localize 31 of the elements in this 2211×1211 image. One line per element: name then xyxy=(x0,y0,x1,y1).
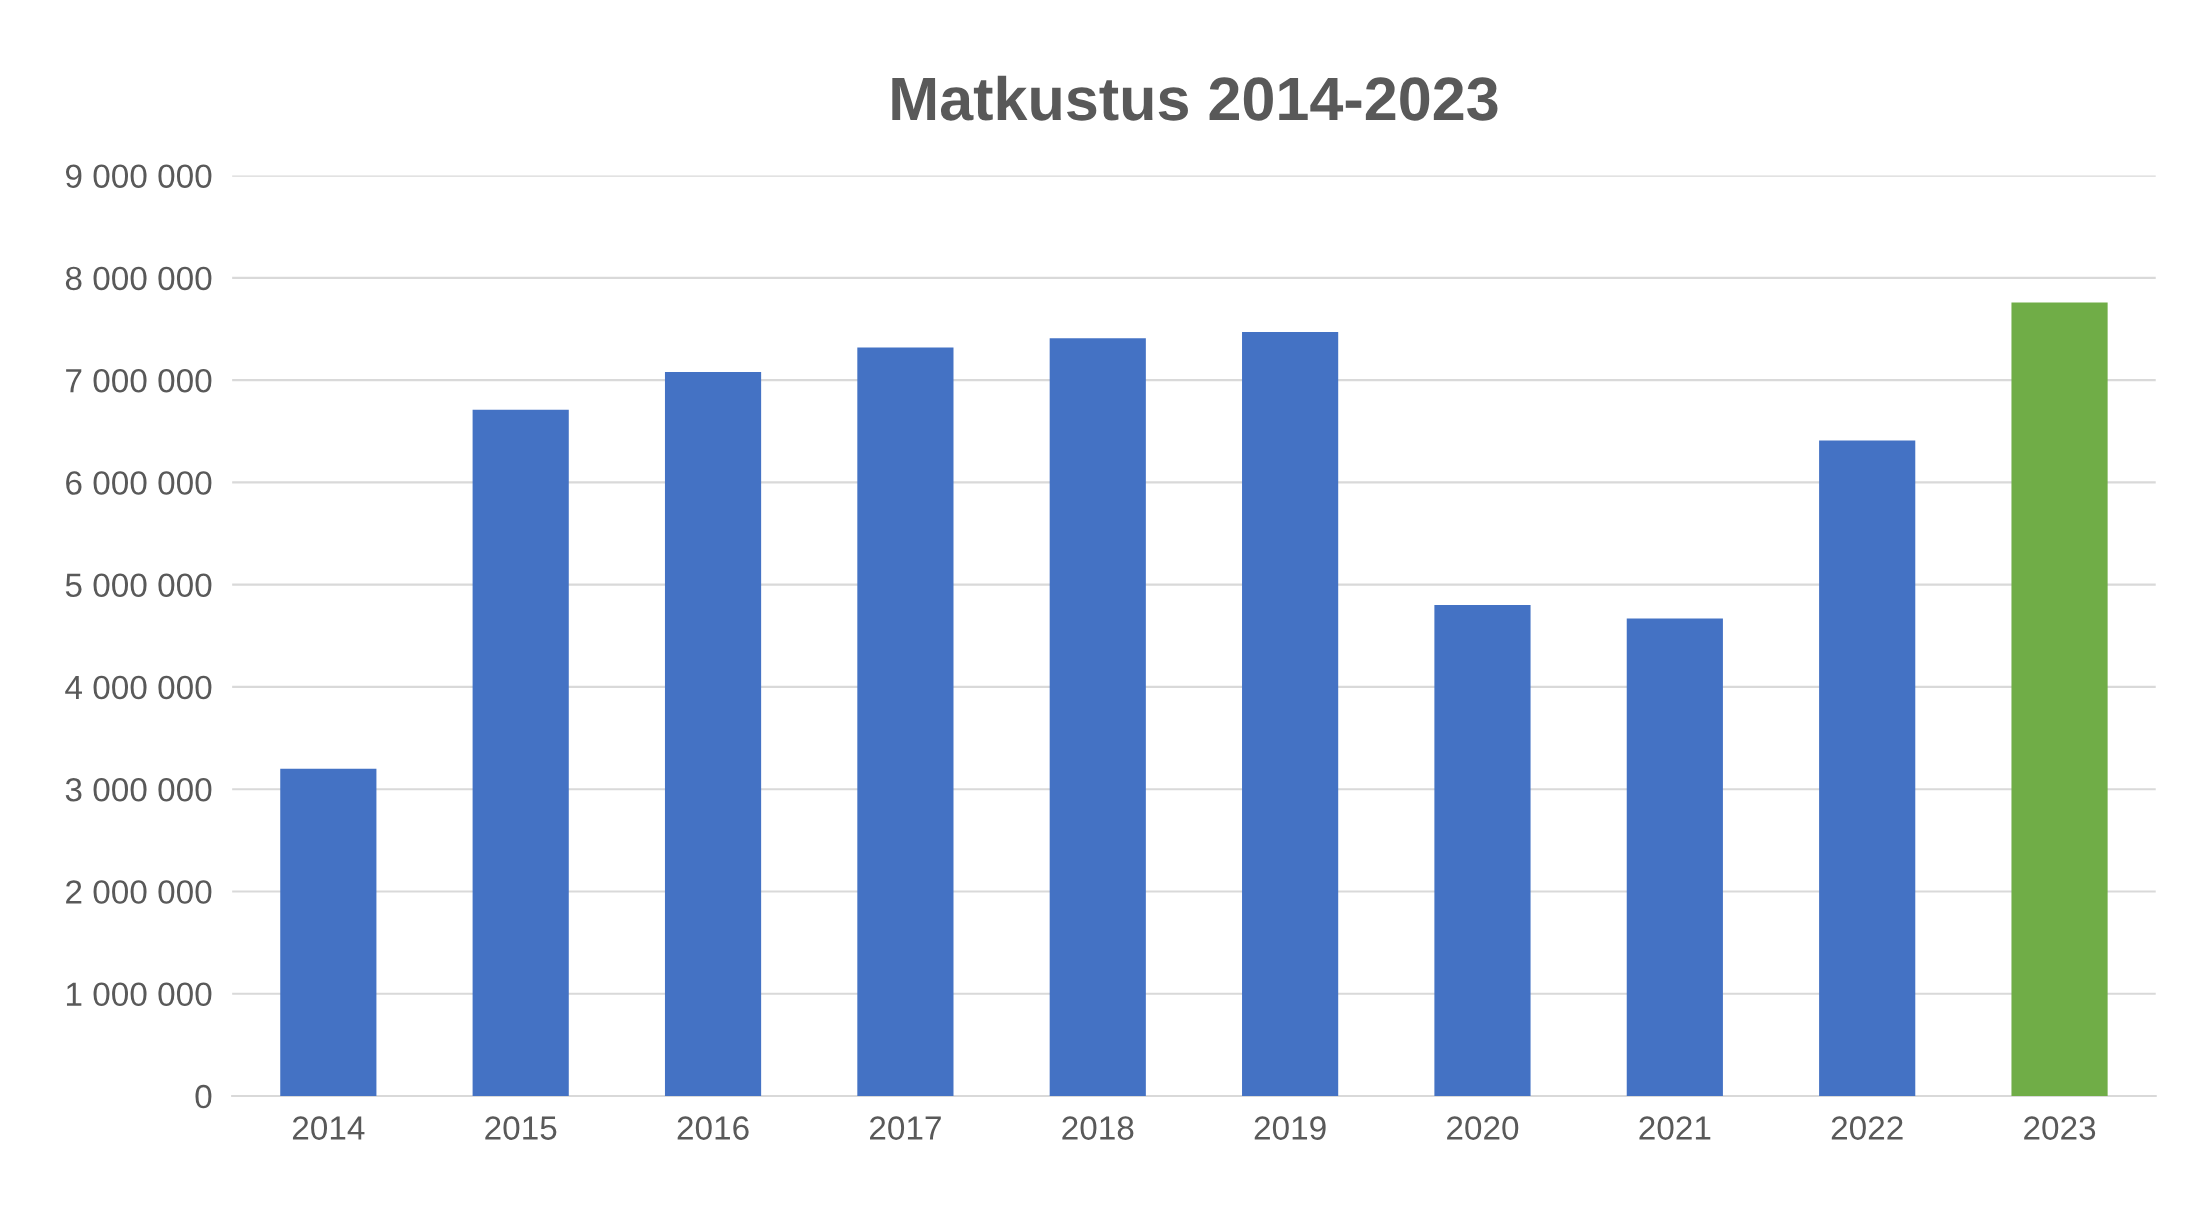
bar xyxy=(664,371,762,1096)
bar xyxy=(472,409,569,1096)
y-tick-label: 7 000 000 xyxy=(66,368,212,393)
x-tick-label: 2015 xyxy=(485,1116,557,1140)
x-tick-label: 2017 xyxy=(870,1116,941,1140)
bar xyxy=(1626,618,1723,1096)
y-tick-label: 2 000 000 xyxy=(66,880,212,904)
bar xyxy=(2011,302,2108,1096)
y-tick-label: 6 000 000 xyxy=(66,471,212,495)
y-tick-label: 3 000 000 xyxy=(65,777,212,802)
bar xyxy=(1819,440,1916,1096)
x-tick-label: 2021 xyxy=(1639,1116,1711,1140)
bar xyxy=(1242,332,1339,1096)
bar xyxy=(857,347,954,1096)
x-tick-label: 2023 xyxy=(2024,1116,2096,1140)
y-tick-label: 5 000 000 xyxy=(65,573,212,598)
x-tick-label: 2022 xyxy=(1831,1116,1903,1140)
x-tick-label: 2019 xyxy=(1254,1116,1326,1140)
x-tick-label: 2014 xyxy=(292,1116,365,1140)
bar xyxy=(280,768,377,1096)
bar xyxy=(1049,338,1146,1096)
x-tick-label: 2020 xyxy=(1447,1116,1519,1140)
y-tick-label: 1 000 000 xyxy=(66,982,212,1007)
bar xyxy=(1434,605,1531,1096)
y-tick-label: 9 000 000 xyxy=(66,164,212,188)
x-tick-label: 2016 xyxy=(677,1116,749,1140)
y-tick-label: 8 000 000 xyxy=(65,266,212,291)
y-tick-label: 4 000 000 xyxy=(65,675,212,700)
y-tick-label: 0 xyxy=(195,1084,212,1109)
x-tick-label: 2018 xyxy=(1062,1116,1134,1140)
chart-title: Matkustus 2014-2023 xyxy=(892,75,1498,121)
